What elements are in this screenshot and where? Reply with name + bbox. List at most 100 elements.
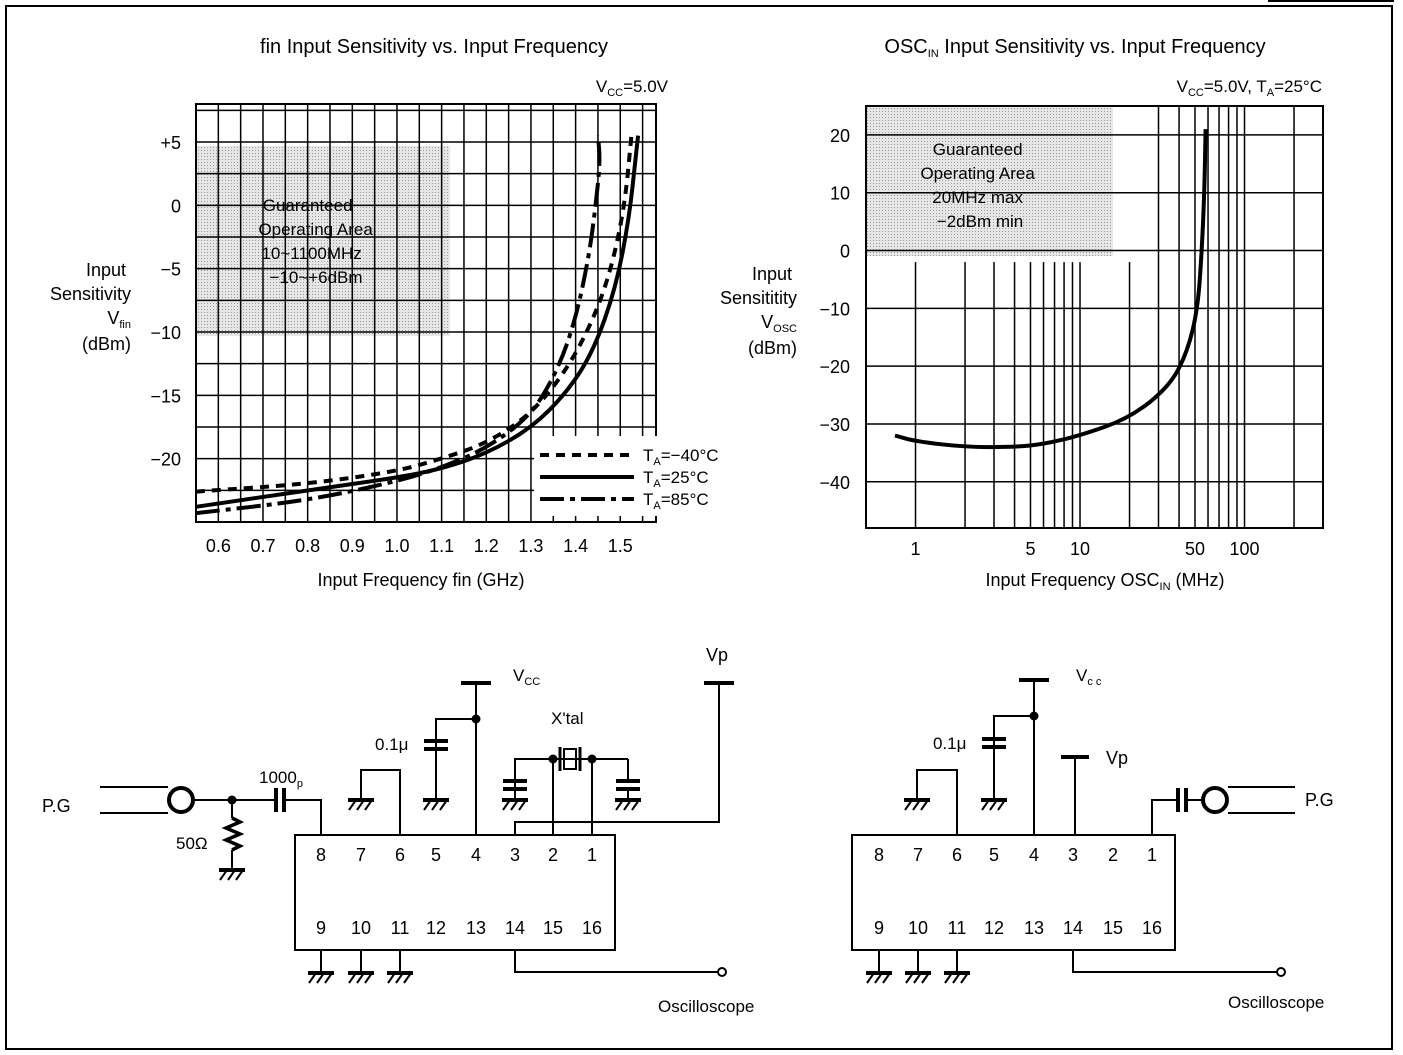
chart2-xtick-label: 1: [911, 539, 921, 559]
osc-sensitivity-chart: OSCIN Input Sensitivity vs. Input Freque…: [720, 36, 1324, 593]
ground-icon-hatch: [439, 799, 448, 811]
chart1-xtick-label: 0.9: [340, 536, 365, 556]
ic-pin-label: 16: [1142, 918, 1162, 938]
circuit1-crystal-label: X'tal: [551, 709, 584, 728]
ground-icon-hatch: [920, 799, 929, 811]
circuit1-pin6-wire: [360, 769, 401, 835]
circuit1-pin8-wire: [286, 799, 322, 835]
chart2-xtick-label: 100: [1229, 539, 1259, 559]
circuit2-vp-label: Vp: [1106, 748, 1128, 768]
chart2-ytick-label: 10: [830, 184, 850, 204]
chart2-xlabel: Input Frequency OSCIN (MHz): [985, 570, 1224, 593]
chart1-ytick-label: −20: [150, 450, 181, 470]
chart2-condition: VCC=5.0V, TA=25°C: [1177, 77, 1322, 99]
chart2-title: OSCIN Input Sensitivity vs. Input Freque…: [884, 36, 1265, 60]
chart1-xtick-label: 0.6: [206, 536, 231, 556]
circuit-fin-test: [100, 681, 734, 984]
ic-pin-label: 7: [913, 845, 923, 865]
chart1-curves: [195, 135, 641, 516]
legend-label-85: TA=85°C: [643, 490, 709, 512]
circuit2-ic-body: [851, 834, 1176, 951]
circuit2-pg-connector-icon: [1201, 786, 1229, 814]
ic-pin-label: 6: [952, 845, 962, 865]
ground-icon-hatch: [219, 869, 228, 881]
chart2-y-ticks: 20 10 0 −10 −20 −30 −40: [819, 126, 850, 493]
ground-icon-hatch: [348, 799, 357, 811]
chart1-ylabel: Input Sensitivity: [50, 260, 131, 304]
chart1-ytick-label: −15: [150, 386, 181, 406]
chart1-guaranteed-area: [196, 146, 450, 336]
ic-pin-label: 6: [395, 845, 405, 865]
ic-pin-label: 5: [989, 845, 999, 865]
chart2-xtick-label: 10: [1070, 539, 1090, 559]
circuit2-grounds: [866, 798, 1007, 984]
ground-icon-hatch: [356, 799, 365, 811]
ground-icon-hatch: [324, 972, 333, 984]
ic-pin-label: 9: [316, 918, 326, 938]
chart1-ytick-label: +5: [160, 133, 181, 153]
ic-pin-label: 14: [1063, 918, 1083, 938]
chart1-xtick-label: 1.3: [518, 536, 543, 556]
ic-pin-label: 11: [948, 918, 967, 938]
chart2-ytick-label: −40: [819, 473, 850, 493]
circuit1-ic-body: [294, 834, 616, 951]
ground-icon-hatch: [904, 799, 913, 811]
circuit2-pg-label: P.G: [1305, 790, 1334, 810]
chart2-xtick-label: 50: [1185, 539, 1205, 559]
ground-icon-hatch: [989, 799, 998, 811]
circuit1-output-terminal-icon: [717, 967, 727, 977]
chart1-y-ticks: +5 0 −5 −10 −15 −20: [150, 133, 181, 470]
ground-icon-hatch: [912, 799, 921, 811]
ground-icon-hatch: [356, 972, 365, 984]
chart2-ylabel-unit: (dBm): [748, 338, 797, 358]
ic-pin-label: 1: [1147, 845, 1157, 865]
ic-pin-label: 12: [426, 918, 446, 938]
ic-pin-label: 2: [1108, 845, 1118, 865]
header-rule: [1268, 0, 1394, 2]
circuit2-output-terminal-icon: [1276, 967, 1286, 977]
chart1-condition: VCC=5.0V: [596, 77, 669, 99]
ic-pin-label: 9: [874, 918, 884, 938]
chart2-ylabel-symbol: VOSC: [761, 312, 797, 335]
circuit1-resistor-icon: [221, 816, 245, 852]
circuit1-bypass-cap-label: 0.1μ: [375, 735, 408, 754]
ic-pin-label: 12: [984, 918, 1004, 938]
chart2-series-0: [894, 129, 1208, 450]
chart2-ytick-label: −20: [819, 357, 850, 377]
ic-pin-label: 8: [874, 845, 884, 865]
ground-icon-hatch: [997, 799, 1006, 811]
ground-icon-hatch: [403, 972, 412, 984]
ic-pin-label: 10: [908, 918, 928, 938]
chart2-ytick-label: −10: [819, 299, 850, 319]
ic-pin-label: 10: [351, 918, 371, 938]
ground-icon-hatch: [615, 799, 624, 811]
chart1-ytick-label: −10: [150, 323, 181, 343]
chart1-title: fin Input Sensitivity vs. Input Frequenc…: [260, 36, 608, 58]
ic-pin-label: 8: [316, 845, 326, 865]
ground-icon-hatch: [502, 799, 511, 811]
circuit1-oscilloscope-label: Oscilloscope: [658, 997, 754, 1016]
chart1-xtick-label: 1.0: [384, 536, 409, 556]
ground-icon-hatch: [364, 799, 373, 811]
ground-icon-hatch: [952, 972, 961, 984]
circuit1-vcc-label: VCC: [513, 666, 540, 688]
chart1-series-1: [195, 135, 641, 509]
ground-icon-hatch: [905, 972, 914, 984]
circuit-osc-test: [851, 678, 1295, 984]
circuit1-pg-connector-icon: [167, 786, 195, 814]
legend-label-25: TA=25°C: [643, 468, 709, 490]
chart1-ytick-label: −5: [160, 260, 181, 280]
ic-pin-label: 1: [587, 845, 597, 865]
ground-icon-hatch: [981, 799, 990, 811]
ground-icon-hatch: [882, 972, 891, 984]
circuit2-pin6-wire: [916, 769, 958, 835]
ground-icon-hatch: [631, 799, 640, 811]
ic-pin-label: 11: [391, 918, 410, 938]
chart1-xtick-label: 1.2: [474, 536, 499, 556]
circuit1-pin-labels: 8 7 6 5 4 3 2 1 9 10 11 12 13 14 15 16: [316, 845, 602, 938]
circuit2-pin1-wire: [1151, 799, 1176, 835]
chart1-xtick-label: 0.8: [295, 536, 320, 556]
chart2-guaranteed-area: [866, 106, 1113, 256]
ground-icon-hatch: [510, 799, 519, 811]
